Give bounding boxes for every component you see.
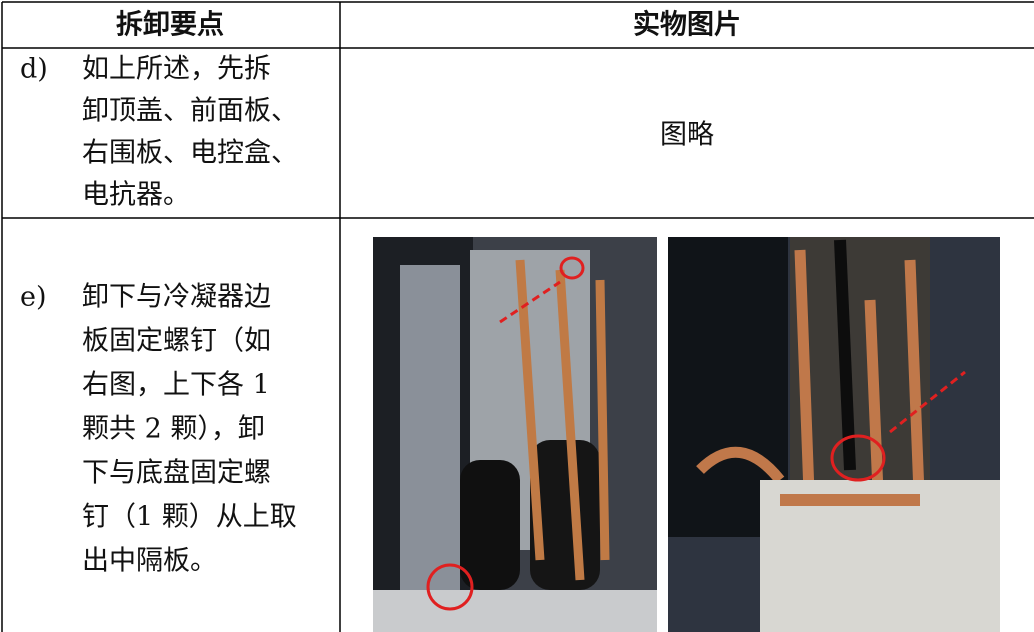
- step-text-line: 如上所述，先拆: [82, 54, 271, 85]
- step-text-line: 电抗器。: [82, 180, 190, 211]
- step-text-line: 下与底盘固定螺: [82, 458, 271, 489]
- photo-right: [668, 237, 1000, 632]
- step-text-line: 右围板、电控盒、: [82, 138, 298, 169]
- step-label: e): [20, 282, 47, 313]
- step-text-line: 钉（1 颗）从上取: [82, 502, 297, 533]
- step-text-line: 颗共 2 颗），卸: [82, 414, 265, 445]
- step-text-line: 卸下与冷凝器边: [82, 282, 271, 313]
- header-cell: 实物图片: [633, 9, 741, 41]
- step-label: d): [20, 54, 48, 85]
- step-text-line: 右图，上下各 1: [82, 370, 270, 401]
- step-text-line: 出中隔板。: [82, 546, 217, 577]
- header-cell: 拆卸要点: [116, 9, 224, 41]
- photo-left: [373, 237, 657, 632]
- picture-note: 图略: [660, 120, 714, 151]
- step-text-line: 板固定螺钉（如: [82, 326, 271, 357]
- step-text-line: 卸顶盖、前面板、: [82, 96, 298, 127]
